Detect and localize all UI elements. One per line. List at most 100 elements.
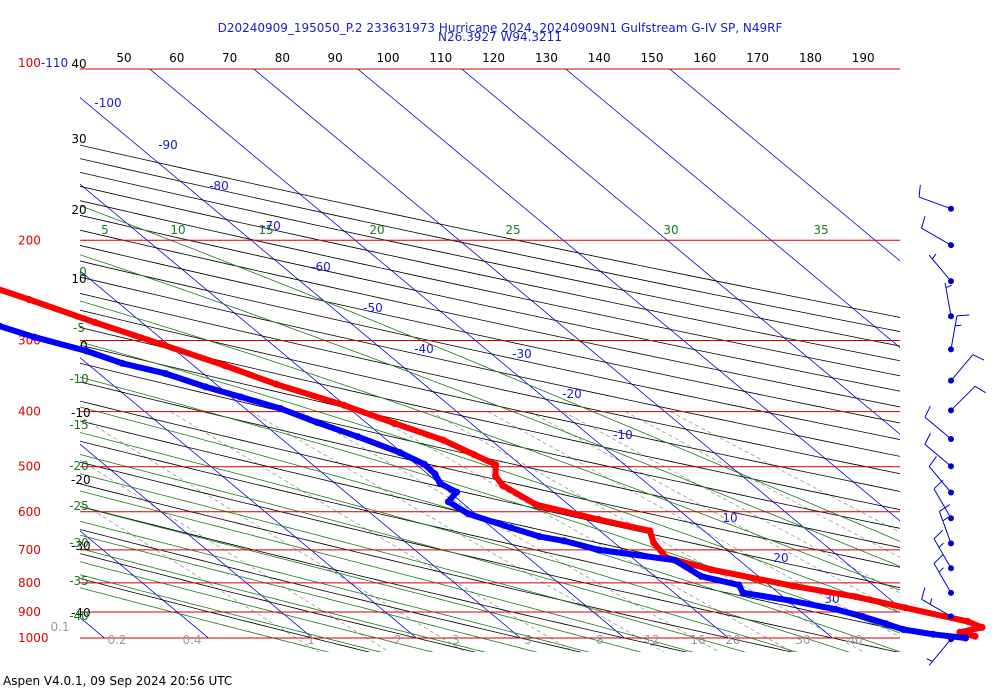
temperature-point <box>902 604 909 612</box>
wind-barb-half-flag <box>945 284 952 289</box>
moist-adiabat-line <box>80 548 486 652</box>
wind-barb-flag <box>939 504 950 512</box>
dewpoint-point <box>444 498 452 506</box>
wind-barb-staff <box>918 196 952 210</box>
moist-adiabat-left-label: -5 <box>73 321 85 335</box>
mixing-ratio-label: 40 <box>847 633 862 647</box>
dry-adiabat-line <box>80 420 900 610</box>
wind-barb <box>948 385 986 414</box>
dewpoint-point <box>735 581 743 589</box>
wind-barb-flag <box>924 405 931 418</box>
top-axis-tick-label: 160 <box>693 51 716 65</box>
mixing-ratio-label: 0.2 <box>107 633 126 647</box>
wind-barb-half-flag <box>942 516 949 522</box>
mixing-ratio-label: 0.4 <box>182 633 201 647</box>
pressure-label: 700 <box>18 543 41 557</box>
dewpoint-point <box>453 488 461 496</box>
left-black-label: -20 <box>71 473 91 487</box>
mixing-ratio-label: 1 <box>307 633 315 647</box>
dewpoint-point <box>202 383 210 391</box>
temperature-point <box>789 582 797 590</box>
isotherm-line <box>149 69 833 639</box>
mixing-ratio-line <box>300 411 720 652</box>
mixing-ratio-label: 5 <box>524 633 532 647</box>
left-black-label: 20 <box>71 203 86 217</box>
wind-barb <box>948 314 970 353</box>
wind-barb-half-flag <box>931 253 937 260</box>
dewpoint-point <box>118 359 126 367</box>
moist-adiabat-left-label: -25 <box>69 499 89 513</box>
left-black-label: -10 <box>71 406 91 420</box>
top-axis-tick-label: 110 <box>429 51 452 65</box>
temperature-point <box>91 319 99 326</box>
dry-adiabat-line <box>80 362 900 548</box>
mixing-ratio-label: 8 <box>596 633 604 647</box>
mixing-ratio-line <box>430 411 865 652</box>
dewpoint-point <box>787 597 795 605</box>
top-axis-tick-label: 140 <box>588 51 611 65</box>
isotherm-label: -100 <box>94 96 121 110</box>
isotherm-label: -60 <box>311 260 331 274</box>
wind-barb-staff <box>933 563 952 594</box>
pressure-label: 100-110 <box>18 56 68 70</box>
pressure-label: 200 <box>18 233 41 247</box>
dewpoint-point <box>83 347 91 355</box>
moist-adiabat-left-label: -35 <box>69 574 89 588</box>
dry-adiabat-line <box>80 171 900 347</box>
wind-barb-staff <box>921 598 952 617</box>
moist-adiabat-line <box>80 254 900 567</box>
isotherm-line <box>80 357 417 639</box>
dry-adiabat-line <box>80 344 900 529</box>
temperature-point <box>25 295 33 303</box>
mixing-ratio-line <box>80 501 320 652</box>
moist-adiabat-top-label: 25 <box>505 223 520 237</box>
temperature-point <box>391 420 399 428</box>
wind-barb-half-flag <box>926 658 933 662</box>
left-black-label: -40 <box>71 606 91 620</box>
wind-barb-staff <box>924 416 952 440</box>
temperature-point <box>852 593 860 601</box>
dewpoint-point <box>929 630 937 638</box>
moist-adiabat-left-label: -15 <box>69 418 89 432</box>
isotherm-line <box>80 530 209 639</box>
moist-adiabat-line <box>80 490 694 652</box>
temperature-point <box>964 617 971 625</box>
wind-barb-staff <box>938 511 952 544</box>
isotherm-label: -10 <box>613 428 633 442</box>
mixing-ratio-label: 30 <box>795 633 810 647</box>
moist-adiabat-top-label: 10 <box>170 223 185 237</box>
top-axis-tick-label: 80 <box>275 51 290 65</box>
moist-adiabat-top-label: 35 <box>813 223 828 237</box>
top-axis-tick-label: 100 <box>377 51 400 65</box>
temperature-point <box>470 451 478 459</box>
wind-barb <box>944 282 954 320</box>
moist-adiabat-line <box>80 432 850 652</box>
isotherm-label: 20 <box>773 551 788 565</box>
wind-barb <box>924 405 954 443</box>
chart-title-line-1: D20240909_195050_P.2 233631973 Hurricane… <box>217 21 783 35</box>
dewpoint-point <box>31 333 39 341</box>
mixing-ratio-label: 0.1 <box>50 620 69 634</box>
dewpoint-point <box>831 605 839 613</box>
left-black-label: -30 <box>71 539 91 553</box>
pressure-label: 500 <box>18 460 41 474</box>
moist-adiabat-line <box>80 205 900 542</box>
temperature-point <box>650 539 658 547</box>
wind-barb-flag <box>956 314 970 317</box>
dry-adiabat-line <box>80 158 900 332</box>
isotherm-line <box>80 183 625 639</box>
dry-adiabat-line <box>80 200 900 377</box>
wind-barb-staff <box>928 638 952 666</box>
wind-barb-staff <box>944 282 952 317</box>
moist-adiabat-line <box>80 473 746 652</box>
dewpoint-point <box>671 556 679 564</box>
moist-adiabat-left-label: -30 <box>69 536 89 550</box>
isotherm-label: -50 <box>363 301 383 315</box>
isotherm-line <box>80 270 521 639</box>
wind-barb <box>918 184 954 212</box>
pressure-label: 1000 <box>18 631 49 645</box>
temperature-point <box>978 623 986 631</box>
dewpoint-point <box>739 589 747 597</box>
dewpoint-point <box>396 449 404 456</box>
temperature-point <box>221 362 229 369</box>
